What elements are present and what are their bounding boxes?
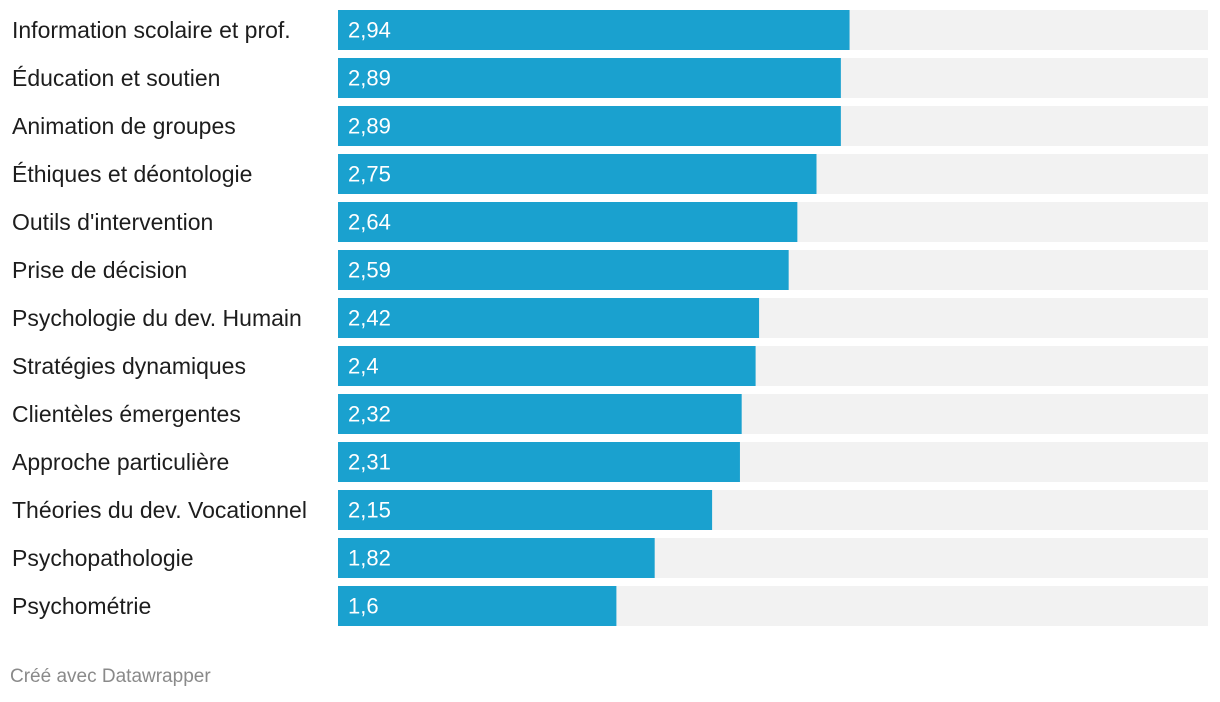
category-label: Outils d'intervention [12,209,213,235]
category-label: Psychologie du dev. Humain [12,305,302,331]
bar [338,106,841,146]
category-label: Psychométrie [12,593,151,619]
bar-row: Information scolaire et prof. 2,94 [12,10,1208,50]
bar-row: Animation de groupes 2,89 [12,106,1208,146]
bar [338,202,798,242]
bar [338,538,655,578]
bar [338,490,713,530]
bar [338,394,742,434]
category-label: Animation de groupes [12,113,236,139]
category-label: Éducation et soutien [12,65,220,91]
bar-row: Psychologie du dev. Humain 2,42 [12,298,1208,338]
bar-row: Théories du dev. Vocationnel 2,15 [12,490,1208,530]
category-label: Éthiques et déontologie [12,161,252,187]
bar-row: Psychopathologie 1,82 [12,538,1208,578]
bar-row: Clientèles émergentes 2,32 [12,394,1208,434]
bar [338,10,850,50]
value-label: 2,64 [348,210,391,235]
bar-row: Prise de décision 2,59 [12,250,1208,290]
bar [338,298,760,338]
bar [338,250,789,290]
value-label: 2,32 [348,402,391,427]
bar [338,58,841,98]
bar [338,586,617,626]
category-label: Stratégies dynamiques [12,353,246,379]
bar [338,442,740,482]
bar-row: Psychométrie 1,6 [12,586,1208,626]
bar-row: Approche particulière 2,31 [12,442,1208,482]
credit-text: Créé avec Datawrapper [10,666,211,687]
bar [338,154,817,194]
value-label: 2,94 [348,18,391,43]
category-label: Information scolaire et prof. [12,17,291,43]
value-label: 2,75 [348,162,391,187]
category-label: Psychopathologie [12,545,194,571]
bar-row: Éducation et soutien 2,89 [12,58,1208,98]
value-label: 2,59 [348,258,391,283]
bar-row: Outils d'intervention 2,64 [12,202,1208,242]
value-label: 2,89 [348,114,391,139]
value-label: 1,82 [348,546,391,571]
category-label: Théories du dev. Vocationnel [12,497,307,523]
category-label: Approche particulière [12,449,229,475]
category-label: Prise de décision [12,257,187,283]
value-label: 2,31 [348,450,391,475]
value-label: 2,42 [348,306,391,331]
value-label: 2,4 [348,354,379,379]
value-label: 2,15 [348,498,391,523]
value-label: 1,6 [348,594,379,619]
category-label: Clientèles émergentes [12,401,241,427]
bar-row: Stratégies dynamiques 2,4 [12,346,1208,386]
bar [338,346,756,386]
value-label: 2,89 [348,66,391,91]
bar-row: Éthiques et déontologie 2,75 [12,154,1208,194]
